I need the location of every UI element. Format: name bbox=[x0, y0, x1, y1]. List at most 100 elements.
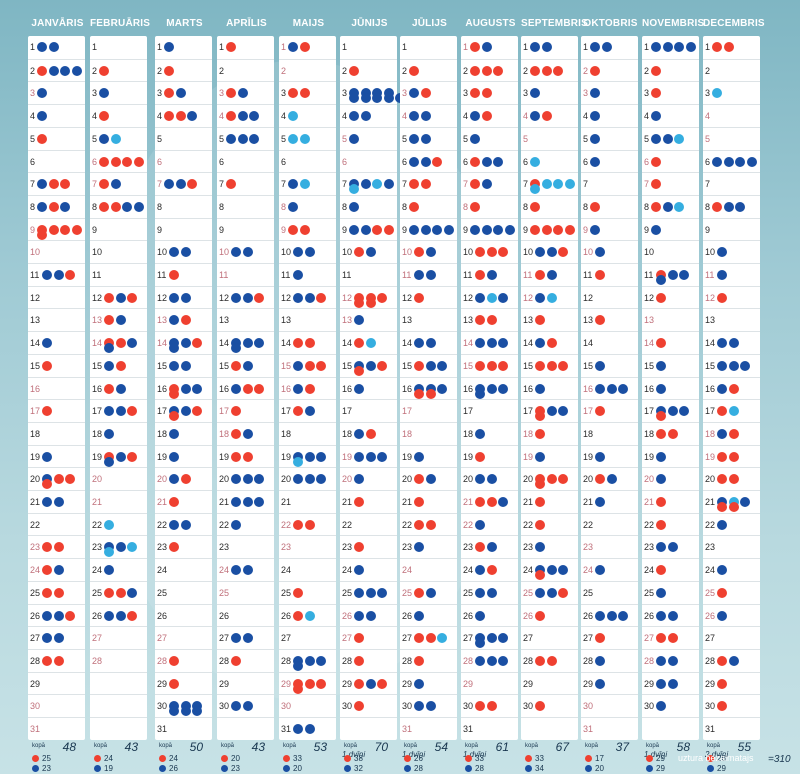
day-cell: 26 bbox=[581, 603, 638, 627]
birth-marker bbox=[656, 338, 666, 349]
birth-marker bbox=[414, 474, 424, 485]
birth-marker bbox=[590, 65, 600, 76]
birth-marker bbox=[535, 270, 545, 280]
day-cell: 8 bbox=[703, 194, 760, 218]
birth-marker bbox=[746, 156, 757, 167]
twins-note: 1 dvīņi bbox=[644, 750, 668, 759]
day-cell: 17 bbox=[521, 399, 578, 422]
birth-marker bbox=[42, 655, 52, 666]
day-number: 23 bbox=[705, 542, 716, 553]
boys-count-value: 32 bbox=[354, 764, 363, 773]
boys-count-value: 23 bbox=[231, 764, 240, 773]
birth-marker bbox=[475, 565, 485, 576]
day-cell: 5 bbox=[28, 126, 85, 150]
birth-marker bbox=[354, 428, 364, 439]
blue-dot-icon bbox=[404, 765, 411, 773]
birth-marker bbox=[53, 587, 64, 598]
day-number: 22 bbox=[523, 519, 534, 530]
birth-marker bbox=[169, 270, 179, 280]
birth-marker bbox=[493, 156, 503, 167]
day-cell: 17 bbox=[581, 399, 638, 422]
birth-marker bbox=[425, 360, 436, 371]
birth-marker bbox=[728, 451, 739, 462]
birth-marker bbox=[180, 383, 191, 394]
birth-marker bbox=[226, 133, 236, 144]
birth-marker bbox=[293, 610, 303, 621]
day-cell: 29 bbox=[642, 671, 699, 695]
day-cell: 25 bbox=[461, 580, 518, 604]
birth-marker bbox=[110, 133, 121, 144]
day-cell: 28 bbox=[642, 648, 699, 672]
birth-marker bbox=[304, 678, 315, 689]
month-footer: 37 kopā 17 20 bbox=[581, 740, 643, 774]
birth-marker bbox=[231, 451, 241, 462]
birth-marker bbox=[99, 156, 109, 167]
birth-marker bbox=[425, 519, 436, 530]
day-cell: 17 bbox=[279, 399, 336, 422]
birth-marker bbox=[60, 224, 70, 235]
day-number: 25 bbox=[281, 587, 292, 598]
boys-count: 29 bbox=[646, 764, 665, 773]
month-footer: 67 kopā 33 34 bbox=[521, 740, 583, 774]
day-number: 15 bbox=[402, 360, 413, 371]
birth-marker bbox=[553, 179, 563, 190]
birth-marker bbox=[175, 179, 186, 190]
day-number: 7 bbox=[523, 179, 529, 190]
day-cell: 29 bbox=[217, 671, 274, 695]
birth-marker bbox=[475, 270, 485, 280]
boys-count: 28 bbox=[465, 764, 484, 773]
blue-dot-icon bbox=[32, 765, 39, 773]
day-cell: 22 bbox=[90, 512, 147, 536]
day-number: 20 bbox=[157, 474, 168, 485]
birth-marker bbox=[437, 383, 447, 394]
day-number: 28 bbox=[30, 655, 41, 666]
birth-marker bbox=[37, 229, 47, 240]
birth-marker bbox=[558, 474, 568, 485]
day-cell: 6 bbox=[217, 149, 274, 173]
day-number: 23 bbox=[583, 542, 594, 553]
day-cell: 29 bbox=[521, 671, 578, 695]
day-number: 19 bbox=[219, 451, 230, 462]
day-number: 28 bbox=[219, 655, 230, 666]
day-number: 14 bbox=[157, 338, 168, 349]
birth-marker bbox=[242, 292, 253, 303]
day-number: 24 bbox=[30, 565, 41, 576]
girls-count-value: 33 bbox=[535, 754, 544, 763]
boys-count: 26 bbox=[159, 764, 178, 773]
day-cell: 17 bbox=[340, 399, 397, 422]
birth-marker bbox=[595, 451, 605, 462]
birth-marker bbox=[409, 156, 419, 167]
day-number: 29 bbox=[342, 678, 353, 689]
month-column: 1 2 3 4 5 6 7 8 9 10 11 12 13 14 15 16 17 18 19 20 21 22 23 24 2… bbox=[461, 36, 518, 740]
birth-marker bbox=[365, 451, 376, 462]
day-cell: 23 bbox=[279, 535, 336, 558]
birth-marker bbox=[493, 224, 503, 235]
day-cell: 12 bbox=[217, 285, 274, 309]
day-cell: 16 bbox=[703, 376, 760, 400]
birth-marker bbox=[354, 678, 364, 689]
day-number: 20 bbox=[583, 474, 594, 485]
day-number: 30 bbox=[463, 701, 474, 712]
day-number: 9 bbox=[523, 224, 529, 235]
day-cell: 20 bbox=[703, 467, 760, 490]
day-cell: 18 bbox=[217, 421, 274, 445]
birth-marker bbox=[354, 338, 364, 349]
day-number: 19 bbox=[705, 451, 716, 462]
day-number: 7 bbox=[281, 179, 287, 190]
birth-marker bbox=[48, 42, 59, 52]
day-number: 22 bbox=[644, 519, 655, 530]
day-number: 5 bbox=[30, 133, 36, 144]
day-number: 13 bbox=[342, 315, 353, 326]
birth-marker bbox=[656, 587, 666, 598]
day-number: 29 bbox=[219, 678, 230, 689]
day-cell: 1 bbox=[521, 36, 578, 59]
day-number: 10 bbox=[342, 247, 353, 258]
birth-marker bbox=[486, 565, 497, 576]
day-number: 24 bbox=[219, 565, 230, 576]
birth-marker bbox=[42, 497, 52, 507]
day-cell: 9 bbox=[703, 217, 760, 241]
birth-marker bbox=[354, 610, 364, 621]
day-number: 5 bbox=[92, 133, 98, 144]
birth-marker bbox=[242, 360, 253, 371]
blue-dot-icon bbox=[707, 765, 714, 773]
